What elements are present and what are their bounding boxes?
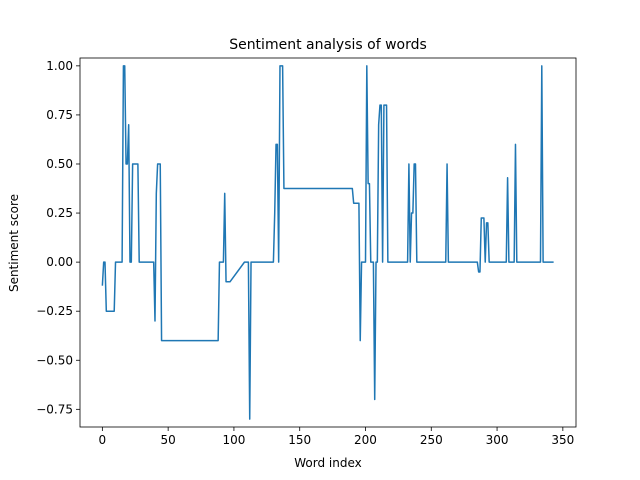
x-tick-label: 100 bbox=[222, 433, 245, 447]
x-axis-label: Word index bbox=[294, 456, 362, 470]
x-tick-label: 250 bbox=[420, 433, 443, 447]
y-tick-label: 0.75 bbox=[46, 108, 73, 122]
y-tick-label: −0.25 bbox=[36, 304, 73, 318]
x-tick-label: 50 bbox=[161, 433, 176, 447]
y-tick-label: −0.50 bbox=[36, 353, 73, 367]
axes-frame bbox=[79, 57, 577, 428]
y-axis-label: Sentiment score bbox=[7, 194, 21, 292]
x-tick-label: 150 bbox=[288, 433, 311, 447]
plot-area: 0 50 100 150 200 250 300 350 −0.75 −0.50 −0.25 0.00… bbox=[36, 57, 577, 447]
y-tick-label: 0.00 bbox=[46, 255, 73, 269]
chart-title: Sentiment analysis of words bbox=[229, 37, 427, 53]
x-tick-label: 300 bbox=[486, 433, 509, 447]
x-tick-label: 200 bbox=[354, 433, 377, 447]
series-line-0 bbox=[101, 65, 554, 420]
x-tick-label: 0 bbox=[99, 433, 107, 447]
y-tick-label: 0.50 bbox=[46, 157, 73, 171]
y-tick-label: −0.75 bbox=[36, 402, 73, 416]
y-tick-label: 0.25 bbox=[46, 206, 73, 220]
x-tick-label: 350 bbox=[551, 433, 574, 447]
y-tick-label: 1.00 bbox=[46, 59, 73, 73]
